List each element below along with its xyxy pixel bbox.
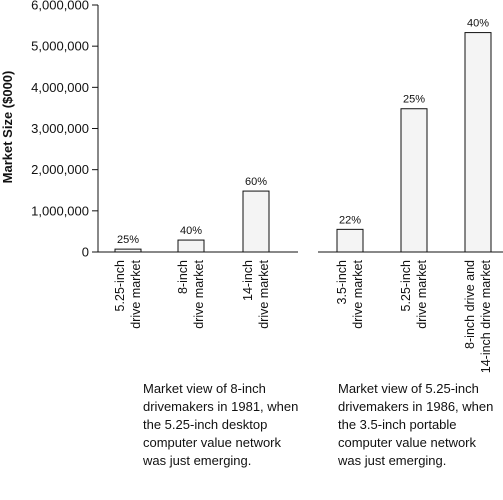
category-label: 5.25-inch drive market [399,259,429,328]
y-axis: 0 1,000,000 2,000,000 3,000,000 4,000,000 5,0… [31,0,503,260]
data-label: 60% [245,176,267,188]
caption-1981: Market view of 8-inch drivemakers in 1981… [143,380,298,470]
y-tick-label: 5,000,000 [31,39,89,54]
category-label: 8-inch drive market [176,259,206,328]
bar [114,248,142,253]
bar [400,108,428,253]
y-tick-label: 3,000,000 [31,121,89,136]
caption-line: Market view of 8-inch [143,381,266,396]
bars: 25% 40% 60% 22% 25% 40% [114,18,492,253]
y-axis-label: Market Size ($000) [0,71,15,184]
caption-line: the 3.5-inch portable [338,417,457,432]
category-label: 14-inch drive market [241,259,271,328]
caption-line: computer value network [143,435,282,450]
data-label: 40% [180,225,202,237]
caption-line: the 5.25-inch desktop [143,417,268,432]
data-label: 40% [467,18,489,30]
data-label: 22% [339,214,361,226]
caption-1986: Market view of 5.25-inch drivemakers in 1… [338,380,493,470]
caption-line: was just emerging. [143,453,252,468]
y-tick-label: 6,000,000 [31,0,89,13]
bar [242,190,270,253]
category-label: 8-inch drive and 14-inch drive market [463,259,493,373]
y-tick-label: 1,000,000 [31,203,89,218]
category-label: 3.5-inch drive market [335,259,365,328]
y-tick-label: 0 [82,245,89,260]
caption-line: drivemakers in 1981, when [143,399,299,414]
caption-line: computer value network [338,435,477,450]
y-tick-label: 4,000,000 [31,80,89,95]
data-label: 25% [403,94,425,106]
category-label: 5.25-inch drive market [113,259,143,328]
caption-line: drivemakers in 1986, when [338,399,494,414]
caption-line: was just emerging. [338,453,447,468]
bar [464,32,492,253]
y-tick-label: 2,000,000 [31,162,89,177]
caption-line: Market view of 5.25-inch [338,381,479,396]
data-label: 25% [117,234,139,246]
bar [177,239,205,253]
category-labels: 5.25-inch drive market 8-inch drive market 1… [113,259,493,373]
bar [336,228,364,253]
